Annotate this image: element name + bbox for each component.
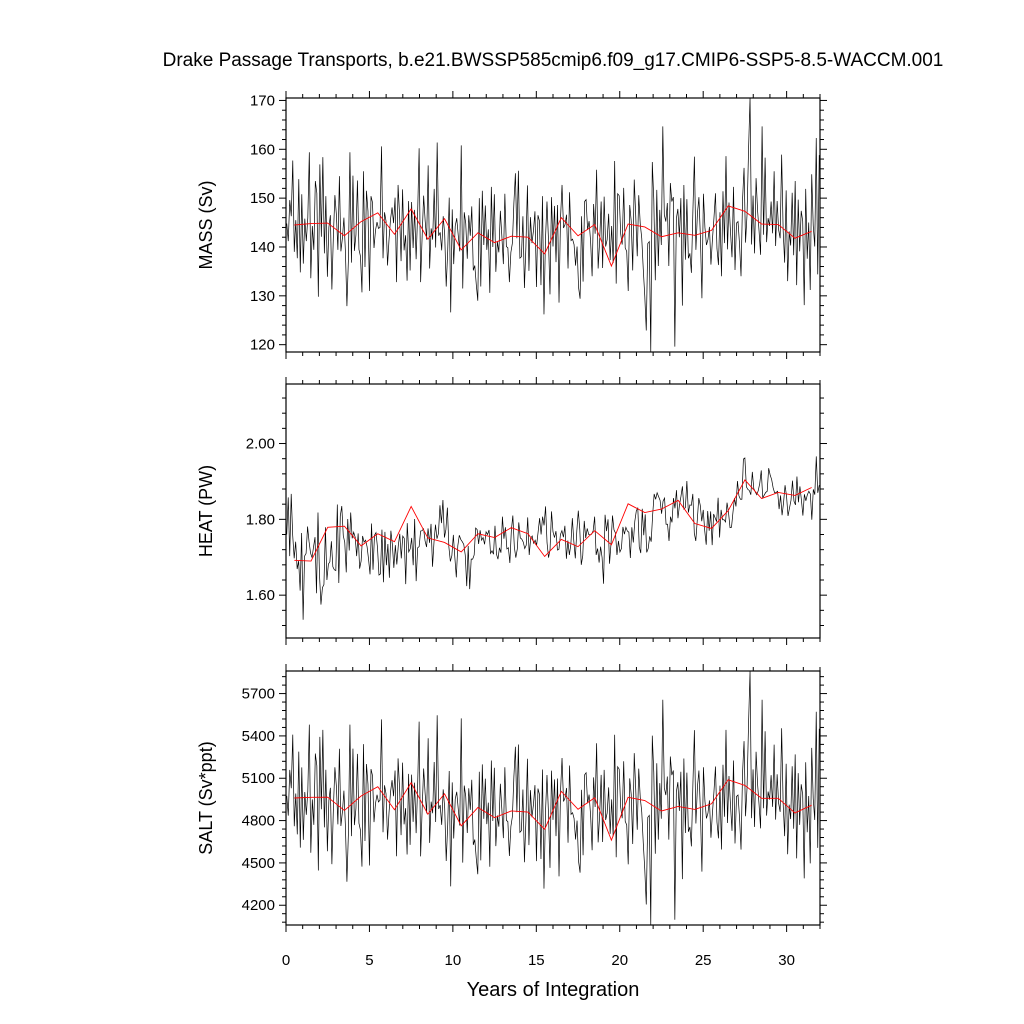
y-tick-label: 1.60 [246, 587, 275, 604]
panel-1: 120 130 140 150 160 170 MASS (Sv) [196, 91, 827, 359]
x-axis: 0 5 10 15 20 25 30 [282, 952, 795, 969]
x-tick-label: 25 [695, 952, 712, 969]
series-annual-mean-line [294, 479, 812, 562]
x-tick-label: 15 [528, 952, 545, 969]
panel-2: 1.60 1.80 2.00 HEAT (PW) [196, 377, 827, 645]
y-tick-label: 2.00 [246, 436, 275, 453]
y-tick-label: 4200 [242, 897, 275, 914]
series-monthly-line [286, 98, 820, 352]
series-annual-mean-line [294, 779, 812, 842]
y-tick-label: 140 [250, 239, 275, 256]
y-tick-label: 170 [250, 92, 275, 109]
x-tick-label: 0 [282, 952, 290, 969]
y-axis-label: SALT (Sv*ppt) [196, 741, 216, 854]
x-axis-label: Years of Integration [467, 979, 640, 1001]
series-monthly-line [286, 671, 820, 925]
series-monthly-line [286, 456, 820, 620]
y-tick-label: 5100 [242, 770, 275, 787]
y-tick-label: 150 [250, 190, 275, 207]
plot-frame [285, 383, 821, 639]
y-axis-label: MASS (Sv) [196, 180, 216, 269]
x-tick-label: 5 [365, 952, 373, 969]
series-annual-mean-line [294, 205, 812, 268]
x-tick-label: 20 [611, 952, 628, 969]
x-tick-label: 10 [445, 952, 462, 969]
y-axis-label: HEAT (PW) [196, 465, 216, 557]
y-tick-label: 5400 [242, 728, 275, 745]
chart-title: Drake Passage Transports, b.e21.BWSSP585… [163, 50, 944, 71]
panels: 120 130 140 150 160 170 MASS (Sv) 1.60 1.80 2.00 H… [196, 91, 827, 932]
panel-3: 4200 4500 4800 5100 5400 5700 SALT (Sv*ppt) [196, 664, 827, 932]
y-tick-label: 4500 [242, 855, 275, 872]
x-tick-label: 30 [778, 952, 795, 969]
y-tick-label: 130 [250, 288, 275, 305]
y-tick-label: 1.80 [246, 511, 275, 528]
y-tick-label: 120 [250, 337, 275, 354]
y-tick-label: 4800 [242, 813, 275, 830]
y-tick-label: 5700 [242, 686, 275, 703]
y-tick-label: 160 [250, 141, 275, 158]
